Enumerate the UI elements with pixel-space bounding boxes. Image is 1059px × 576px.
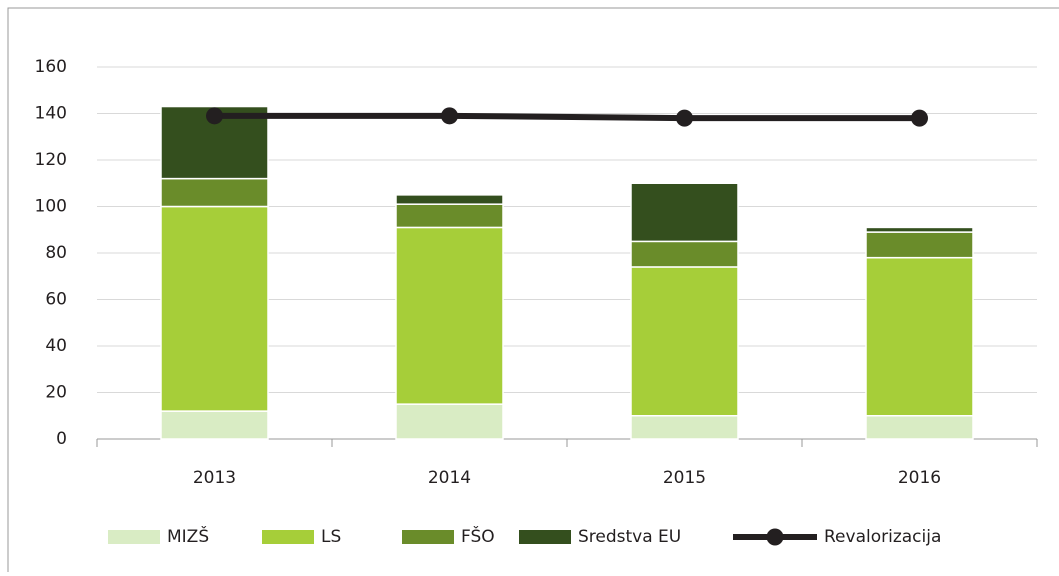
bar-segment — [865, 231, 974, 259]
legend-swatch — [519, 530, 571, 544]
x-tick-label: 2014 — [428, 468, 471, 488]
y-tick-label: 160 — [35, 57, 67, 77]
legend-label: Sredstva EU — [578, 527, 681, 547]
bar-segment — [630, 266, 739, 417]
y-tick-label: 60 — [45, 290, 67, 310]
y-tick-label: 0 — [56, 429, 67, 449]
legend-swatch — [766, 528, 784, 546]
line — [214, 112, 920, 122]
y-tick-label: 120 — [35, 150, 67, 170]
bar-segment — [395, 403, 504, 440]
bar-segment — [160, 205, 269, 412]
legend-label: MIZŠ — [167, 525, 209, 547]
bar-segment — [865, 256, 974, 417]
marker — [676, 109, 693, 127]
bar-segment — [160, 177, 269, 208]
bar-segment — [630, 415, 739, 440]
marker — [911, 109, 928, 127]
x-tick-label: 2016 — [898, 468, 941, 488]
legend-swatch — [108, 530, 160, 544]
bar-segment — [395, 194, 504, 205]
bar-segment — [630, 240, 739, 268]
marker — [441, 107, 458, 125]
x-tick-label: 2013 — [193, 468, 236, 488]
y-tick-label: 140 — [35, 104, 67, 124]
y-tick-label: 20 — [45, 383, 67, 403]
legend-swatch — [402, 530, 454, 544]
bar-segment — [395, 226, 504, 405]
marker — [206, 107, 223, 125]
bar-segment — [630, 182, 739, 243]
bar-segment — [865, 415, 974, 440]
legend-label: FŠO — [461, 525, 495, 547]
bar-segment — [160, 410, 269, 440]
y-tick-label: 40 — [45, 336, 67, 356]
bar-segment — [395, 203, 504, 229]
frame — [7, 7, 1059, 572]
legend-label: Revalorizacija — [824, 527, 941, 547]
legend-swatch — [262, 530, 314, 544]
bar-segment — [865, 226, 974, 233]
y-tick-label: 80 — [45, 243, 67, 263]
legend-label: LS — [321, 527, 341, 547]
x-tick-label: 2015 — [663, 468, 706, 488]
y-tick-label: 100 — [35, 197, 67, 217]
